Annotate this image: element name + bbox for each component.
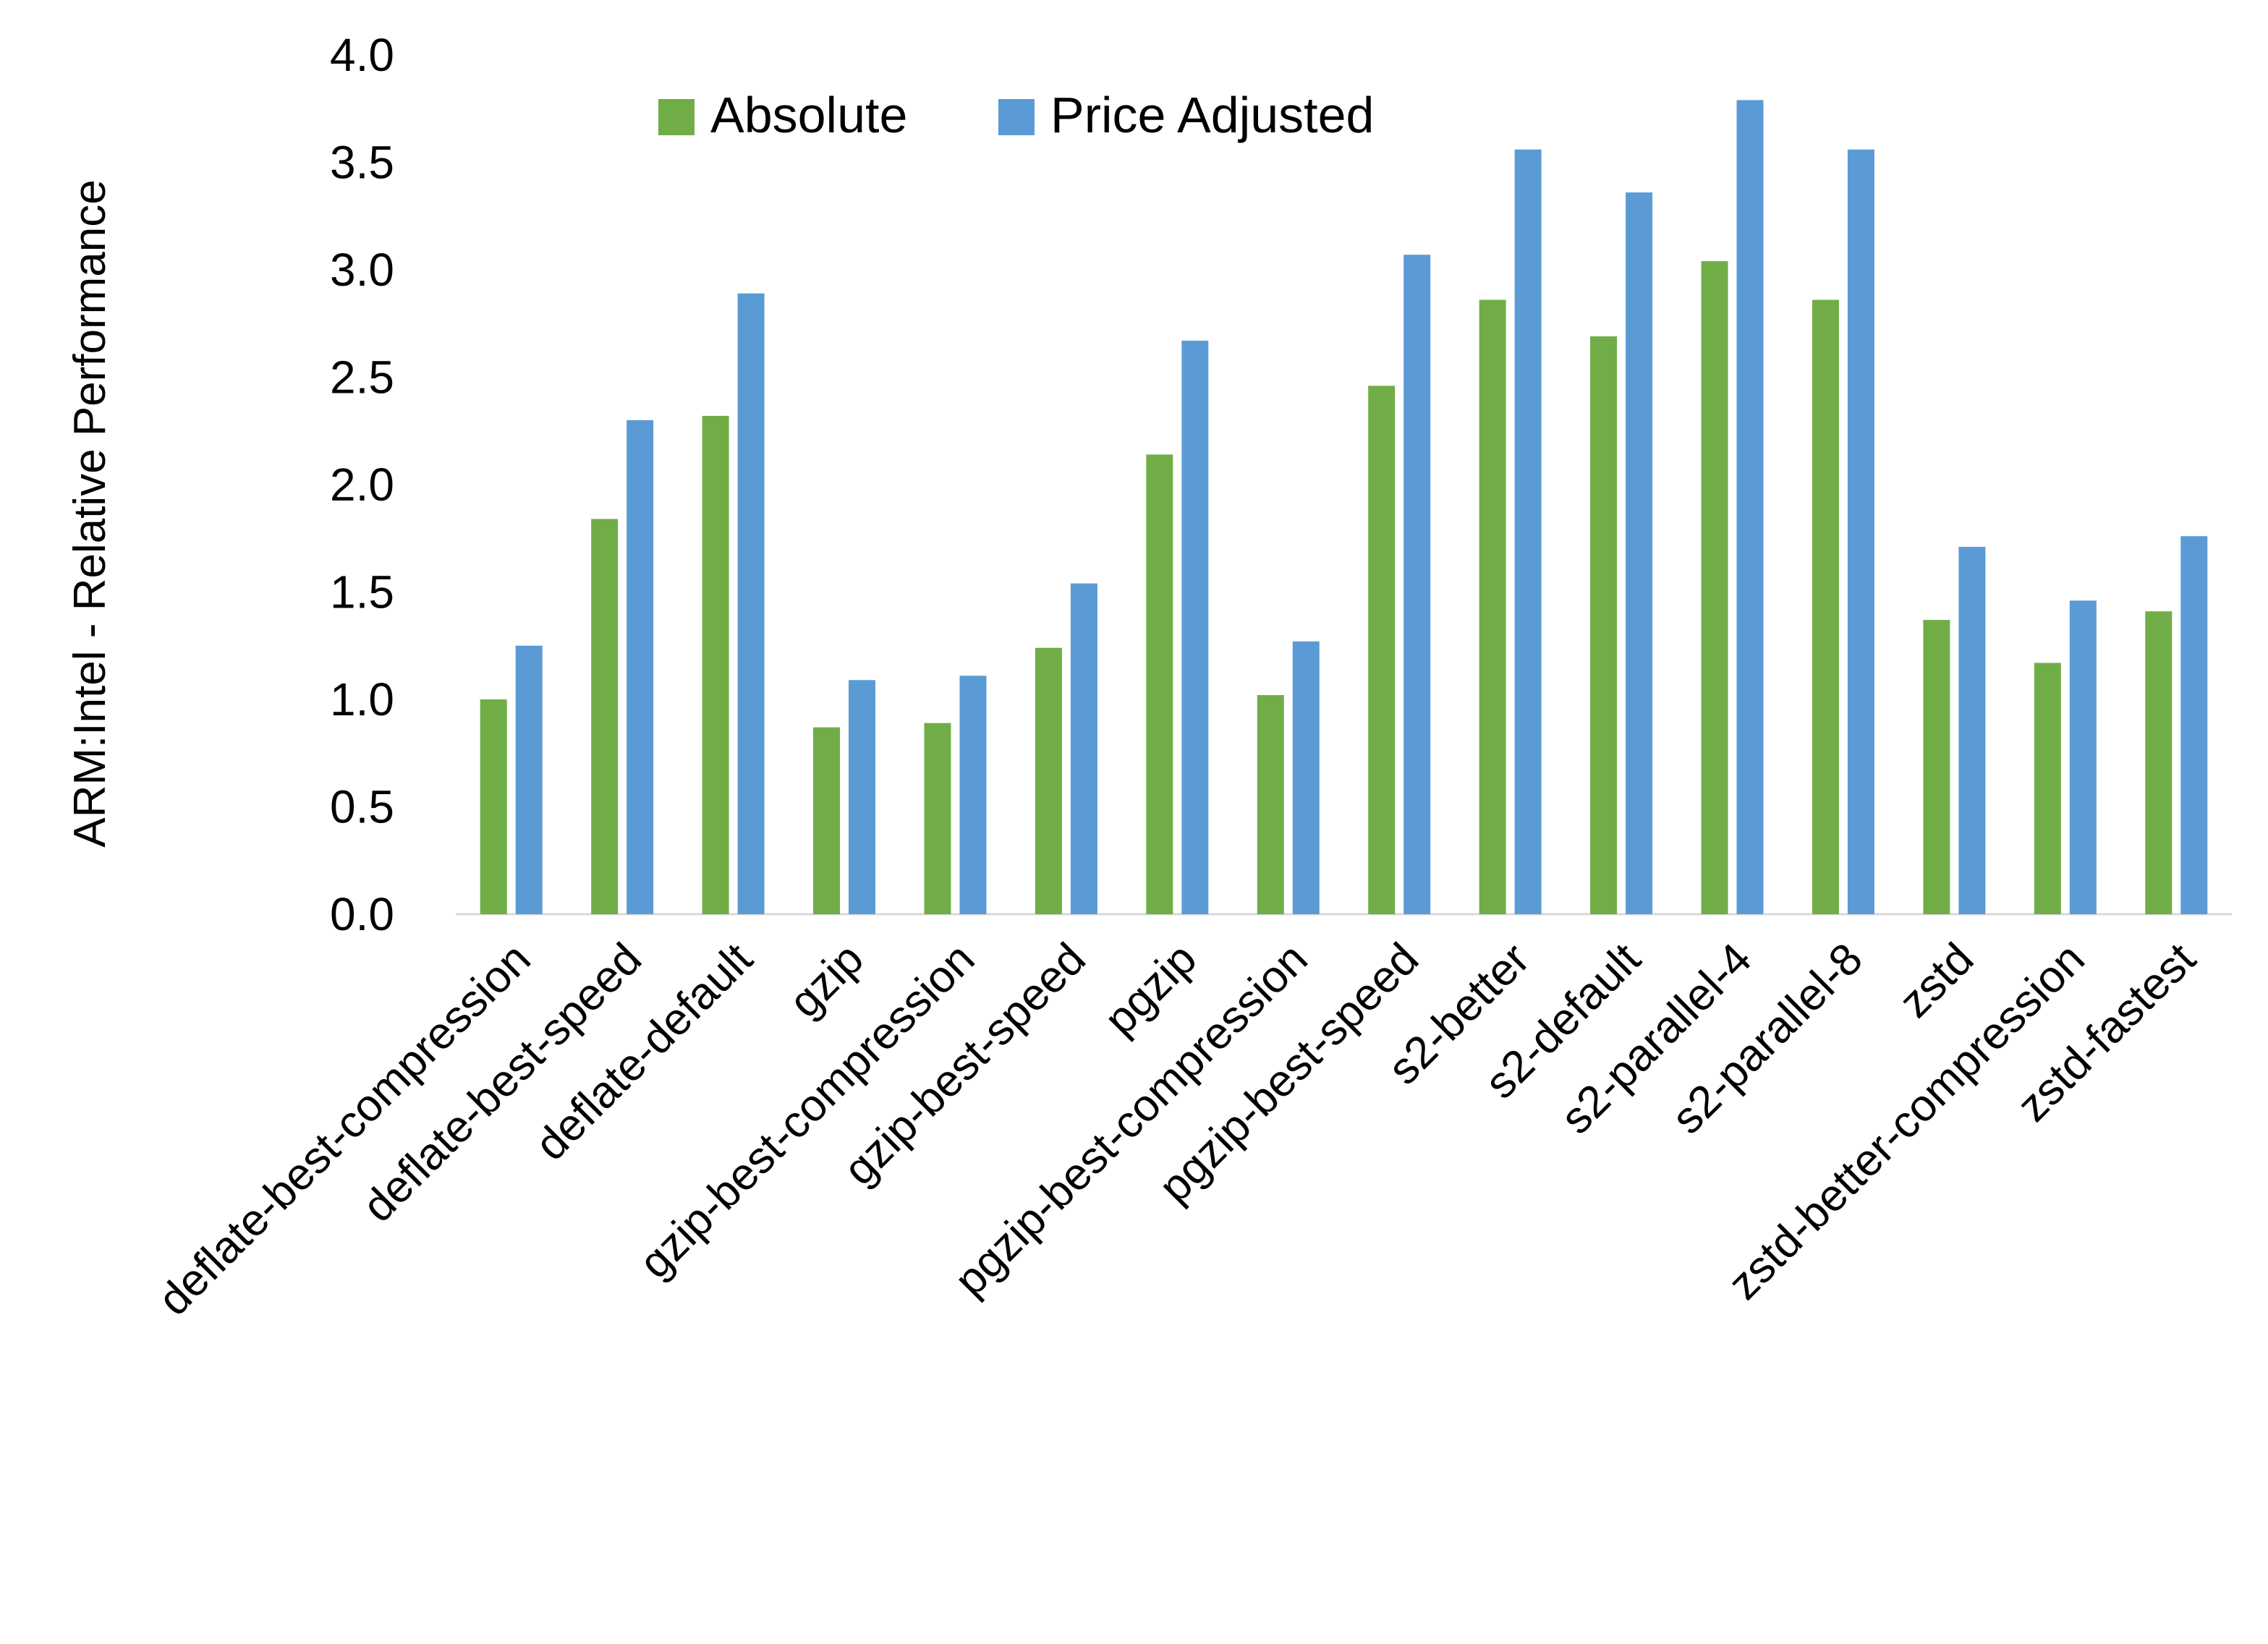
bar-price-adjusted bbox=[2069, 600, 2097, 914]
bar-price-adjusted bbox=[1070, 583, 1097, 914]
bar-price-adjusted bbox=[1847, 149, 1874, 915]
bar-absolute bbox=[924, 723, 951, 914]
bar-price-adjusted bbox=[737, 293, 765, 914]
bar-absolute bbox=[1257, 695, 1284, 914]
legend: Absolute Price Adjusted bbox=[658, 87, 1374, 143]
y-tick-label: 2.5 bbox=[330, 352, 394, 404]
bar-price-adjusted bbox=[1292, 641, 1320, 914]
bar-price-adjusted bbox=[1514, 149, 1542, 915]
x-tick-label: gzip bbox=[780, 934, 873, 1027]
y-tick-label: 1.5 bbox=[330, 566, 394, 618]
bar-price-adjusted bbox=[959, 676, 987, 914]
bar-absolute bbox=[813, 727, 841, 914]
bar-absolute bbox=[2034, 663, 2061, 914]
bar-price-adjusted bbox=[1736, 100, 1764, 914]
bar-absolute bbox=[1146, 454, 1173, 914]
y-tick-label: 3.0 bbox=[330, 244, 394, 296]
y-axis-title: ARM:Intel - Relative Performance bbox=[65, 179, 115, 847]
y-tick-label: 4.0 bbox=[330, 29, 394, 81]
bar-absolute bbox=[1590, 336, 1618, 914]
y-tick-label: 0.0 bbox=[330, 888, 394, 940]
bar-absolute bbox=[1923, 620, 1950, 914]
bar-price-adjusted bbox=[2180, 536, 2208, 914]
bar-price-adjusted bbox=[1403, 255, 1431, 915]
legend-swatch-price-adjusted bbox=[998, 99, 1035, 135]
bar-absolute bbox=[702, 415, 729, 914]
bar-price-adjusted bbox=[1958, 547, 1986, 914]
bar-price-adjusted bbox=[515, 645, 543, 914]
legend-label: Absolute bbox=[710, 87, 907, 143]
bar-price-adjusted bbox=[849, 680, 876, 914]
bar-absolute bbox=[1368, 386, 1396, 914]
bar-absolute bbox=[1701, 261, 1728, 914]
bar-absolute bbox=[480, 699, 507, 914]
y-tick-label: 1.0 bbox=[330, 673, 394, 725]
legend-label: Price Adjusted bbox=[1050, 87, 1374, 143]
bar-absolute bbox=[591, 519, 619, 914]
bar-price-adjusted bbox=[627, 419, 654, 914]
bar-absolute bbox=[1812, 299, 1839, 915]
y-tick-label: 3.5 bbox=[330, 137, 394, 189]
bar-price-adjusted bbox=[1626, 192, 1653, 915]
y-tick-label: 2.0 bbox=[330, 459, 394, 511]
bar-absolute bbox=[2145, 611, 2173, 914]
x-tick-label: zstd bbox=[1890, 934, 1983, 1027]
bar-absolute bbox=[1035, 647, 1062, 914]
bar-absolute bbox=[1479, 299, 1506, 915]
y-tick-label: 0.5 bbox=[330, 781, 394, 833]
bar-price-adjusted bbox=[1181, 341, 1209, 914]
legend-swatch-absolute bbox=[658, 99, 695, 135]
